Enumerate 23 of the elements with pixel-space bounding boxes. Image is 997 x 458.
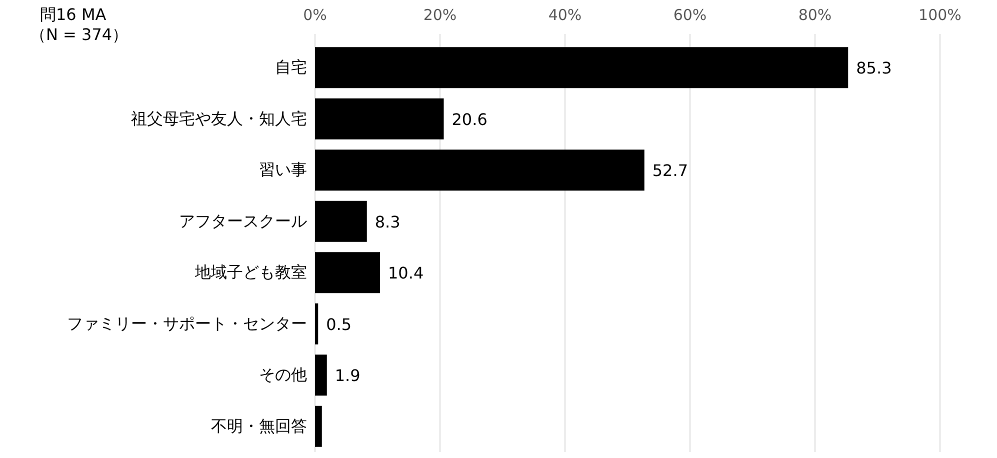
x-tick-label: 0%: [303, 6, 327, 24]
x-tick-label: 60%: [673, 6, 707, 24]
data-label: 52.7: [652, 161, 688, 180]
y-tick-label: 不明・無回答: [211, 416, 307, 436]
data-label: 10.4: [388, 264, 424, 283]
data-label: 8.3: [374, 212, 400, 232]
x-tick-label: 20%: [423, 6, 457, 24]
y-tick-label: アフタースクール: [179, 211, 307, 230]
y-tick-label: 自宅: [275, 58, 307, 77]
x-tick-label: 80%: [798, 6, 832, 24]
x-tick-label: 40%: [548, 6, 582, 24]
y-tick-label: 習い事: [259, 160, 307, 180]
subtitle: （N = 374）: [30, 25, 128, 44]
y-tick-label: 祖父母宅や友人・知人宅: [131, 108, 307, 128]
title: 問16 MA: [40, 5, 106, 24]
y-tick-label: ファミリー・サポート・センター: [67, 314, 307, 333]
data-label: 85.3: [856, 58, 892, 78]
data-label: 1.9: [334, 366, 360, 386]
data-label: 0.5: [326, 314, 352, 334]
data-label: 20.6: [452, 110, 488, 129]
x-tick-label: 100%: [918, 6, 962, 24]
y-tick-label: 地域子ども教室: [194, 262, 307, 282]
y-tick-label: その他: [259, 365, 307, 384]
